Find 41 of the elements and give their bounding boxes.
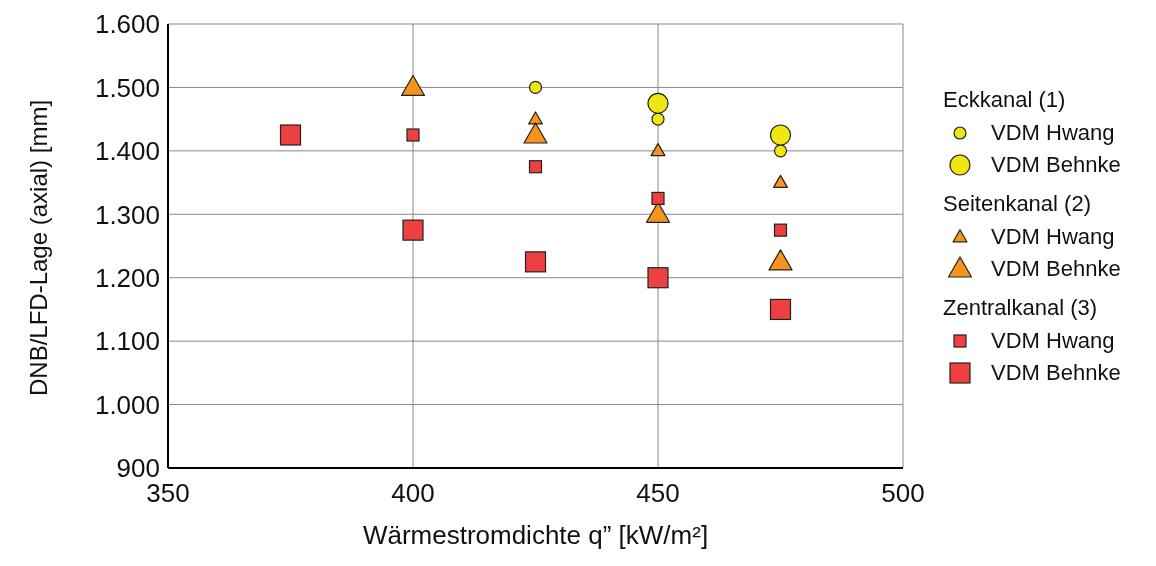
point xyxy=(651,112,665,126)
y-tick-label: 1.100 xyxy=(94,326,160,357)
y-tick-label: 1.500 xyxy=(94,72,160,103)
point xyxy=(773,144,788,158)
y-tick-label: 1.400 xyxy=(94,136,160,167)
legend-label: VDM Hwang xyxy=(991,120,1115,146)
y-tick-label: 1.300 xyxy=(94,199,160,230)
point xyxy=(769,298,792,321)
legend-label: VDM Hwang xyxy=(991,328,1115,354)
legend-label: VDM Hwang xyxy=(991,224,1115,250)
point xyxy=(651,191,665,206)
point xyxy=(647,92,669,114)
point xyxy=(528,160,543,174)
point xyxy=(647,267,669,289)
point xyxy=(279,124,302,146)
x-axis-title: Wärmestromdichte q” [kW/m²] xyxy=(362,520,709,550)
point xyxy=(773,223,788,237)
point xyxy=(769,124,792,146)
point xyxy=(528,80,543,95)
text: Seitenkanal (2) xyxy=(943,190,1092,218)
point xyxy=(402,219,424,241)
y-tick-label: 1.200 xyxy=(94,262,160,293)
point xyxy=(773,174,788,188)
point xyxy=(524,251,547,273)
point xyxy=(400,74,426,97)
point xyxy=(528,111,543,125)
x-tick-label: 500 xyxy=(881,478,925,509)
legend-label: VDM Behnke xyxy=(991,360,1121,386)
x-tick-label: 400 xyxy=(391,478,435,509)
x-tick-label: 450 xyxy=(636,478,680,509)
text: Zentralkanal (3) xyxy=(943,294,1099,322)
y-tick-label: 1.000 xyxy=(94,389,160,420)
legend-label: VDM Behnke xyxy=(991,152,1121,178)
y-tick-label: 1.600 xyxy=(94,9,160,40)
point xyxy=(768,249,793,271)
point xyxy=(523,122,548,144)
text: Eckkanal (1) xyxy=(943,86,1067,114)
legend-label: VDM Behnke xyxy=(991,256,1121,282)
point xyxy=(650,143,666,157)
y-axis-title: DNB/LFD-Lage (axial) [mm] xyxy=(24,99,52,396)
point xyxy=(406,128,420,142)
